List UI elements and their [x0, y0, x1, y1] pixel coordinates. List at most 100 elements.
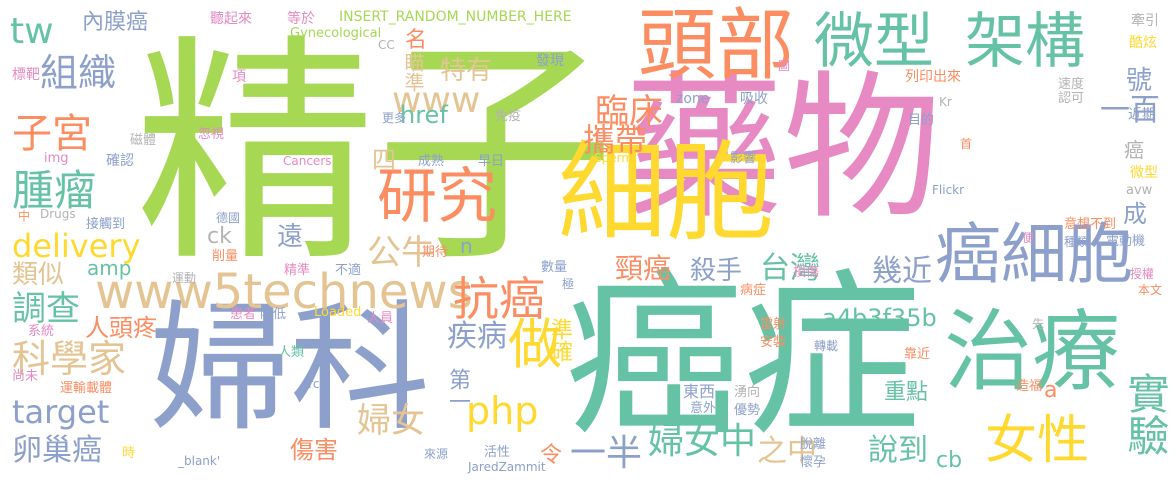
word-cb: cb [936, 448, 963, 473]
word-youshi: 優勢 [734, 403, 761, 418]
word-zone: zone [676, 91, 710, 107]
word-yaowu: 藥物 [625, 57, 941, 241]
word-funv: 婦女 [357, 401, 425, 441]
word-bushi: 不適 [335, 263, 362, 278]
word-zhunque: 準確 [547, 318, 572, 362]
word-xian: 先 [1032, 317, 1045, 331]
word-shanghai: 傷害 [290, 436, 338, 464]
word-ji: 極 [562, 277, 575, 291]
word-shangwei: 尚未 [12, 369, 39, 384]
word-yuan: 遠 [277, 222, 304, 252]
word-a4b3f35b: a4b3f35b [822, 304, 937, 332]
word-a: a [1044, 378, 1058, 403]
word-cc: CC [378, 38, 395, 52]
word-zaori: 早日 [478, 154, 505, 169]
word-gongniu: 公牛 [367, 233, 435, 273]
word-citi: 磁體 [130, 133, 157, 148]
word-dengyu: 等於 [287, 11, 315, 27]
word-sunshang: 損傷 [793, 265, 820, 280]
word-ling: 令 [540, 443, 563, 468]
word-href: href [400, 101, 448, 129]
word-zhuanzai: 轉載 [814, 339, 839, 353]
word-loaded: Loaded [314, 305, 362, 320]
word-jingzhun: 精準 [284, 263, 311, 278]
word-renyuan: 人員 [367, 311, 394, 326]
word-jibing: 疾病 [447, 319, 507, 354]
word-yingxiang: 影響 [730, 151, 757, 166]
word-sudu: 速度 [1058, 77, 1085, 92]
word-shou: 首 [960, 137, 973, 151]
word-jiagou: 架構 [965, 7, 1085, 77]
word-yongxiang: 湧向 [734, 385, 761, 400]
word-rentouteng: 人頭疼 [85, 314, 157, 342]
word-zhiliao: 治療 [944, 300, 1121, 403]
word-blank: _blank' [178, 454, 221, 468]
word-zaofu: 造福 [1016, 379, 1043, 394]
word-anzhuang: 安裝 [760, 335, 787, 350]
word-tw: tw [10, 11, 54, 52]
word-qianyin: 牽引 [1131, 13, 1159, 29]
word-jinqi: 近期 [1128, 107, 1156, 123]
word-zuo: 做 [508, 313, 562, 376]
word-funvzhong: 婦女中 [648, 421, 757, 462]
word-yundong: 運動 [172, 271, 197, 285]
word-aixibao: 癌細胞 [935, 216, 1133, 293]
word-insert: INSERT_RANDOM_NUMBER_HERE [339, 9, 572, 25]
word-weixing-small: 微型 [1130, 165, 1158, 181]
word-huoxing: 活性 [484, 445, 511, 460]
word-faxian: 發現 [536, 53, 564, 69]
word-php: php [466, 389, 539, 433]
word-shiyan: 實驗 [1121, 372, 1170, 456]
word-technews: www5technews [95, 264, 473, 320]
word-kuxuan: 酷炫 [1129, 35, 1157, 51]
word-linchuang: 臨床 [595, 92, 663, 132]
word-delivery: delivery [12, 227, 141, 265]
word-qidai: 期待 [422, 245, 449, 260]
word-jingzi: 精子 [135, 14, 616, 294]
word-miaozhun: 瞄準 [401, 52, 425, 92]
word-jiangdi: 降低 [260, 307, 287, 322]
word-yixiangbudao: 意想不到 [1064, 217, 1117, 232]
word-leisi: 類似 [12, 260, 65, 290]
word-cheng: 成 [1123, 200, 1147, 228]
word-jijin: 幾近 [872, 254, 932, 289]
word-tingqilai: 聽起來 [210, 11, 252, 27]
word-diyi: 第一 [445, 368, 470, 412]
word-www: www [392, 80, 481, 121]
word-aizheng: 癌症 [565, 253, 921, 460]
word-shuodao: 說到 [868, 433, 928, 468]
word-nvxing: 女性 [985, 411, 1090, 471]
word-renlei: 人類 [278, 345, 305, 360]
word-yunshu: 運輸載體 [60, 381, 113, 396]
word-si: 四 [372, 146, 396, 174]
word-sperm: Sperm [594, 151, 634, 165]
word-avw: avw [1126, 183, 1153, 198]
word-gengduo: 更多 [382, 111, 407, 125]
word-n: n [460, 234, 473, 258]
word-yanjiu: 研究 [377, 162, 497, 232]
word-bingzheng: 病症 [740, 283, 767, 298]
word-ai: 癌 [1124, 138, 1144, 162]
word-hushi: 忽視 [198, 127, 225, 142]
word-ck: ck [207, 224, 232, 249]
word-diaocha: 調查 [12, 289, 80, 329]
word-biaoba: 標靶 [12, 67, 40, 83]
word-mianyi: 免疫 [495, 109, 522, 124]
word-xueliang: 削量 [212, 249, 239, 264]
word-drugs: Drugs [40, 207, 76, 221]
word-diandongji: 電動機 [1106, 234, 1146, 249]
word-dongxi: 東西 [683, 382, 716, 401]
word-shashou: 殺手 [690, 256, 743, 286]
word-bian: 便 [1022, 231, 1035, 245]
word-huanzhe: 患者 [230, 307, 257, 322]
word-xibao: 細胞 [558, 131, 775, 256]
word-toubu: 頭部 [638, 1, 795, 91]
word-xitong: 系統 [28, 324, 55, 339]
word-taiwan: 台灣 [760, 251, 820, 286]
word-xiedai: 攜帶 [583, 121, 648, 159]
word-leishe: 雷射 [760, 317, 787, 332]
word-zhongdian: 重點 [884, 380, 929, 405]
word-zigong: 子宮 [12, 111, 92, 157]
word-benwen: 本文 [1138, 283, 1163, 297]
word-jiechudao: 接觸到 [86, 217, 126, 232]
